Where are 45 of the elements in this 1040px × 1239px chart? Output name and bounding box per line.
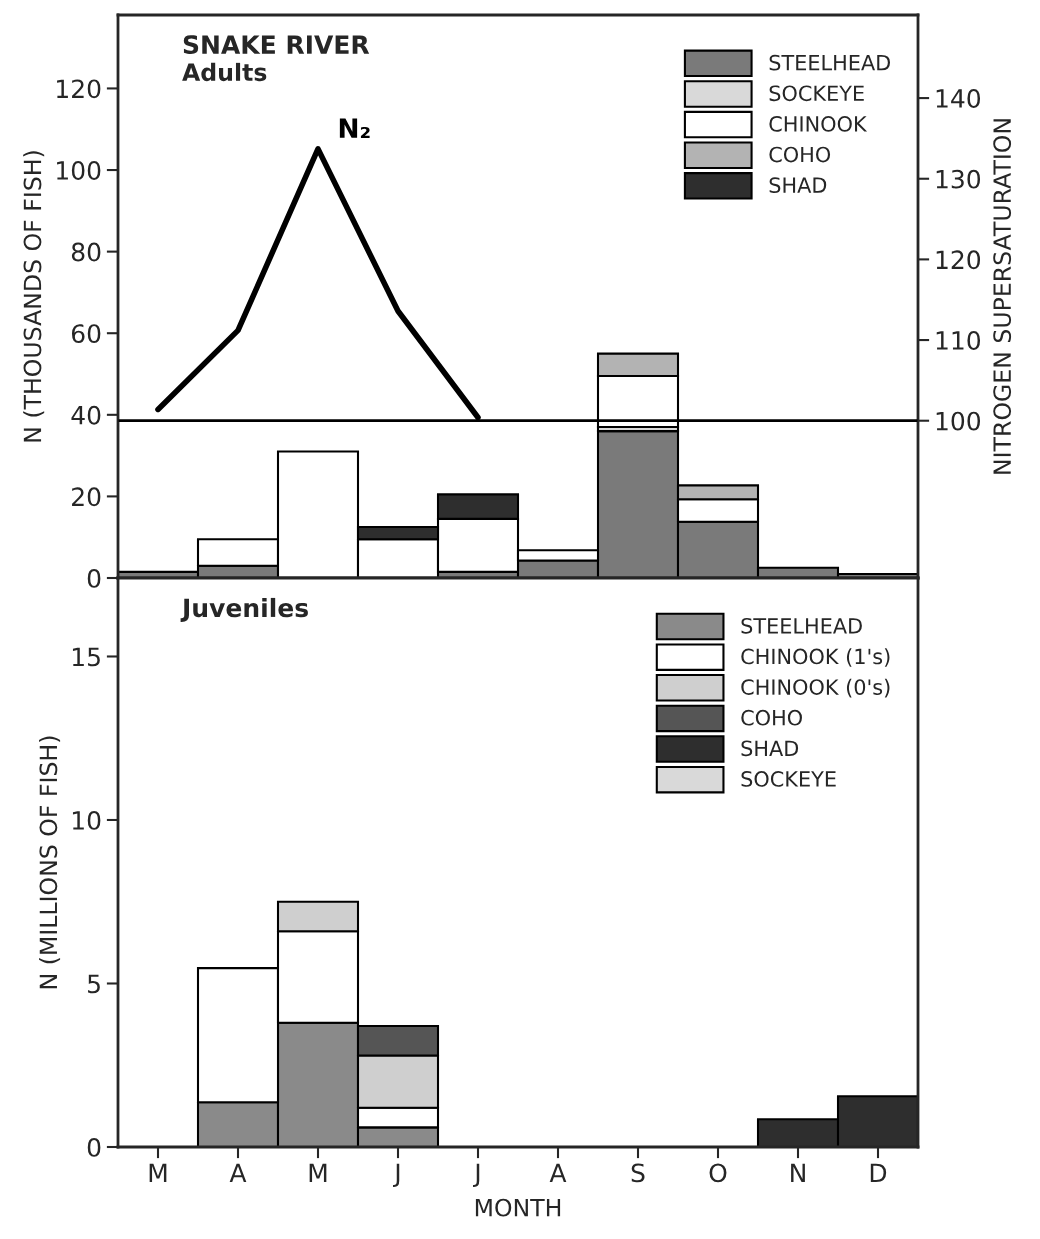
y2-tick-label: 140 [936,89,981,108]
y-tick-label: 20 [72,487,101,507]
legend-label: CHINOOK [769,116,868,132]
legend-label: CHINOOK (0's) [741,678,890,698]
y-tick-label: 60 [71,324,101,344]
legend-label: SOCKEYE [741,771,836,787]
x-tick-label: M [309,1163,327,1182]
y-tick-label: 120 [57,79,101,99]
text: Juveniles [180,597,308,622]
legend-label: STEELHEAD [741,617,862,634]
y-tick-label: 10 [72,810,101,830]
legend-label: STEELHEAD [769,54,891,71]
x-tick-label: A [549,1163,567,1182]
legend-label: COHO [741,709,802,726]
y-tick-label: 40 [71,405,101,425]
text: SNAKE RIVER [183,35,370,55]
y-tick-label: 100 [57,160,101,180]
y2-tick-label: 130 [936,169,981,189]
legend-label: COHO [769,146,831,163]
legend-label: SOCKEYE [769,85,864,102]
y2-tick-label: 110 [936,331,981,350]
y-tick-label: 80 [71,242,101,262]
legend-label: SHAD [741,740,799,757]
y2-tick-label: 100 [936,411,981,431]
x-tick-label: D [870,1163,887,1182]
x-tick-label: J [473,1163,480,1187]
y2-tick-label: 120 [936,250,981,270]
x-tick-label: A [229,1163,247,1182]
legend-label: SHAD [769,177,827,194]
y-axis-title: N (THOUSANDS OF FISH) [23,151,45,442]
x-axis-title: MONTH [475,1198,561,1217]
x-tick-label: O [709,1163,727,1183]
y-tick-label: 0 [87,568,101,588]
x-tick-label: J [393,1163,400,1187]
y-axis-title: N (MILLIONS OF FISH) [39,736,61,989]
series-label: N₂ [339,118,370,138]
y-tick-label: 15 [72,647,100,667]
legend-label: CHINOOK (1's) [741,648,890,667]
y-tick-label: 0 [87,1137,101,1157]
x-tick-label: S [631,1163,645,1183]
text: Adults [182,62,267,82]
x-tick-label: M [149,1163,167,1182]
y-tick-label: 5 [88,974,100,994]
x-tick-label: N [791,1163,805,1182]
y2-axis-title: NITROGEN SUPERSATURATION [993,119,1012,474]
